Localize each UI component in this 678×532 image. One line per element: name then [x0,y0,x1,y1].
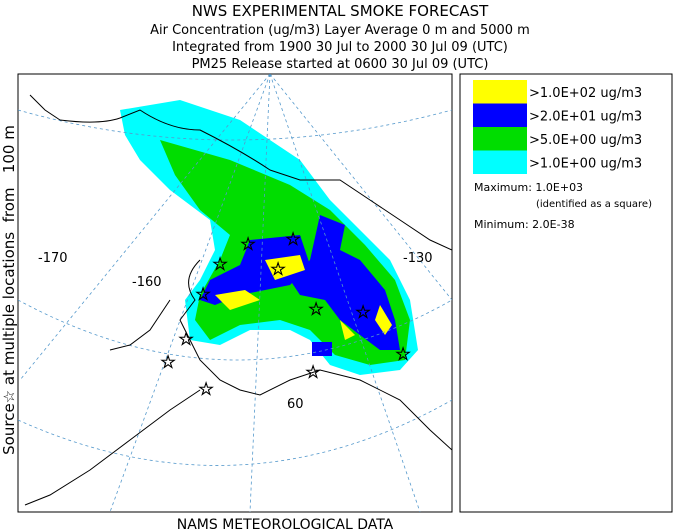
svg-text:☆: ☆ [355,302,371,323]
svg-text:☆: ☆ [198,379,214,400]
legend-label: >5.0E+00 ug/m3 [529,133,642,148]
map-label: -130 [403,251,433,266]
svg-text:☆: ☆ [195,284,211,305]
legend-swatch [473,103,527,127]
svg-text:☆: ☆ [285,229,301,250]
legend-label: >1.0E+02 ug/m3 [529,86,642,101]
smoke-level-3 [200,235,310,305]
maximum: Maximum: 1.0E+03 [474,181,583,194]
source-stars: ☆☆☆ ☆☆ ☆ ☆☆☆ ☆☆☆ [160,229,412,401]
smoke-level-3 [290,215,400,350]
map-label: 60 [287,397,304,412]
subtitle: Integrated from 1900 30 Jul to 2000 30 J… [172,40,508,55]
svg-text:☆: ☆ [308,299,324,320]
legend-swatch [473,80,527,104]
legend-label: >1.0E+00 ug/m3 [529,157,642,172]
svg-text:☆: ☆ [395,344,411,365]
minimum: Minimum: 2.0E-38 [474,218,575,231]
svg-text:☆: ☆ [160,352,176,373]
title: NWS EXPERIMENTAL SMOKE FORECAST [192,2,489,20]
legend-swatch [473,150,527,174]
svg-text:☆: ☆ [178,329,194,350]
legend-label: >2.0E+01 ug/m3 [529,110,642,125]
smoke-level-3 [312,342,332,356]
map: ☆☆☆ ☆☆ ☆ ☆☆☆ ☆☆☆ -170 -160 -130 60 [17,73,453,513]
subtitle: PM25 Release started at 0600 30 Jul 09 (… [192,57,489,72]
legend: Maximum: 1.0E+03 (identified as a square… [459,73,673,513]
side-label: Source☆ at multiple locations from 100 m [0,125,18,455]
map-label: -160 [132,275,162,290]
legend-swatch [473,127,527,151]
svg-text:☆: ☆ [270,259,286,280]
svg-text:☆: ☆ [305,362,321,383]
maximum-note: (identified as a square) [536,199,652,210]
svg-text:☆: ☆ [240,234,256,255]
footer: NAMS METEOROLOGICAL DATA [177,517,394,532]
svg-text:☆: ☆ [212,254,228,275]
map-label: -170 [38,251,68,266]
smoke-level-4 [215,255,392,340]
subtitle: Air Concentration (ug/m3) Layer Average … [150,23,530,38]
